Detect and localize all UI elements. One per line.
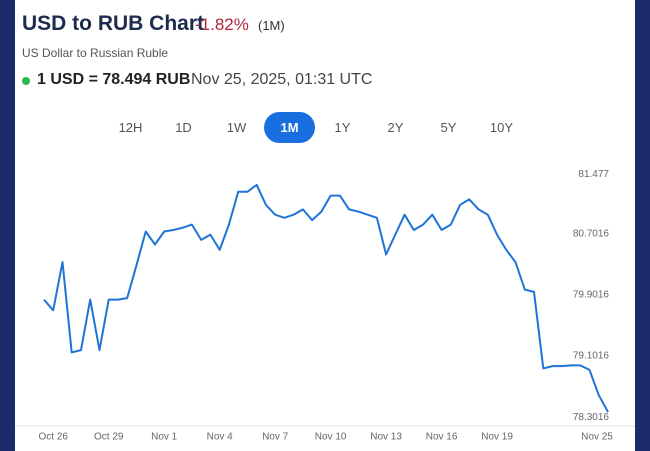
x-tick-label: Nov 4	[207, 432, 234, 443]
title: USD to RUB Chart	[22, 12, 204, 35]
x-tick-label: Nov 25	[581, 432, 613, 443]
x-tick-label: Nov 7	[262, 432, 289, 443]
x-tick-label: Nov 16	[426, 432, 458, 443]
period: (1M)	[258, 18, 285, 33]
card	[15, 0, 635, 451]
x-tick-label: Nov 1	[151, 432, 178, 443]
y-tick-label: 79.1016	[573, 351, 610, 362]
range-button[interactable]: 5Y	[440, 120, 457, 135]
timestamp: Nov 25, 2025, 01:31 UTC	[191, 71, 373, 88]
subtitle: US Dollar to Russian Ruble	[22, 46, 169, 60]
range-button[interactable]: 1D	[175, 120, 192, 135]
range-selector: 12H 1D 1W 1M 1Y 2Y 5Y 10Y	[105, 112, 529, 143]
y-tick-label: 78.3016	[573, 412, 610, 423]
range-button[interactable]: 1W	[226, 120, 247, 135]
rate: 1 USD = 78.494 RUB	[37, 71, 191, 88]
x-tick-label: Nov 10	[315, 432, 347, 443]
x-tick-label: Nov 19	[481, 432, 513, 443]
range-button[interactable]: 10Y	[489, 120, 514, 135]
x-tick-label: Nov 13	[370, 432, 402, 443]
range-button[interactable]: 12H	[118, 120, 143, 135]
range-button[interactable]: 1Y	[334, 120, 351, 135]
live-dot	[22, 77, 30, 85]
change: -1.82%	[195, 15, 249, 34]
x-tick-label: Oct 26	[39, 432, 69, 443]
range-button[interactable]: 1M	[264, 112, 315, 143]
y-tick-label: 80.7016	[573, 228, 610, 239]
y-tick-label: 79.9016	[573, 290, 610, 301]
x-tick-label: Oct 29	[94, 432, 124, 443]
range-button[interactable]: 2Y	[387, 120, 404, 135]
y-tick-label: 81.477	[578, 169, 609, 180]
price-line	[43, 183, 609, 413]
